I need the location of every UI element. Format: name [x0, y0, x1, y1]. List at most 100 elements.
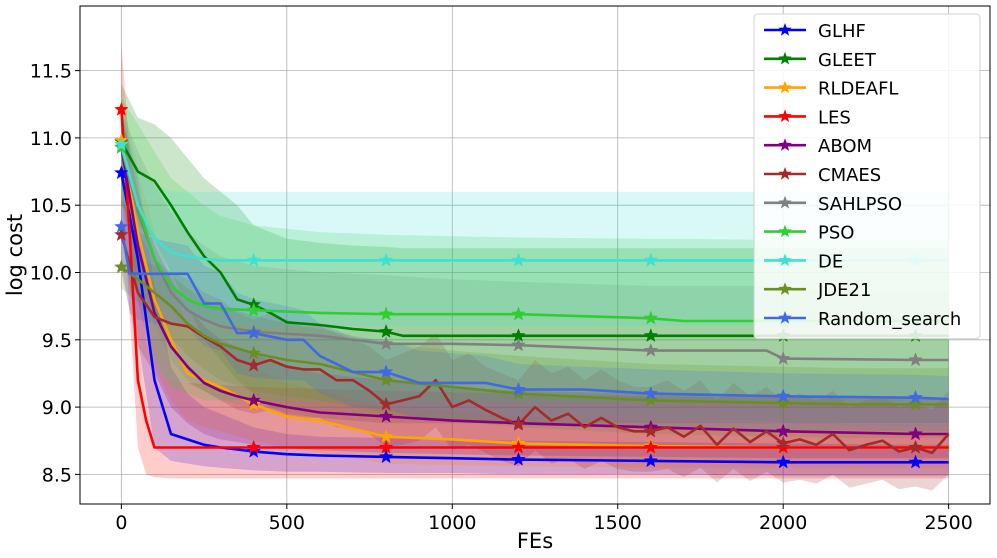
marker-glhf	[643, 453, 659, 468]
marker-abom	[775, 423, 791, 438]
y-axis-ticks: 8.5 9.0 9.5 10.0 10.5 11.0 11.5	[30, 61, 80, 486]
marker-cmaes	[246, 357, 262, 372]
y-tick-label: 9.5	[42, 330, 72, 352]
marker-gleet	[378, 323, 394, 338]
marker-glhf	[114, 165, 129, 180]
legend-label-abom: ABOM	[818, 136, 872, 157]
y-tick-label: 11.0	[30, 128, 72, 150]
band-abom	[121, 111, 949, 459]
marker-random-search	[511, 381, 526, 396]
y-tick-label: 8.5	[42, 464, 72, 486]
legend-marker-sahlpso	[778, 195, 792, 209]
marker-pso	[643, 310, 659, 325]
marker-les	[775, 439, 791, 454]
marker-de	[378, 252, 394, 267]
line-glhf	[120, 172, 949, 464]
legend-label-cmaes: CMAES	[818, 165, 881, 186]
x-tick-label: 0	[115, 512, 127, 534]
marker-cmaes	[114, 227, 129, 242]
legend-marker-random-search	[778, 311, 792, 324]
legend-box	[753, 13, 981, 340]
marker-random-search	[775, 388, 791, 403]
marker-jde21	[378, 372, 394, 387]
legend-marker-abom	[778, 138, 792, 151]
marker-glhf	[246, 443, 262, 458]
band-gleet	[121, 84, 949, 424]
legend-label-gleet: GLEET	[818, 50, 877, 71]
marker-random-search	[378, 364, 394, 379]
x-tick-label: 2000	[759, 512, 807, 534]
line-les	[120, 109, 949, 449]
band-jde21	[121, 245, 949, 438]
legend-marker-glhf	[778, 23, 792, 36]
marker-pso	[378, 306, 394, 321]
y-axis-label: log cost	[3, 214, 27, 296]
series-lines	[120, 109, 950, 464]
line-gleet	[120, 141, 949, 338]
band-rldeafl	[121, 97, 949, 468]
marker-sahlpso	[908, 352, 923, 367]
legend-label-jde21: JDE21	[817, 280, 871, 301]
marker-glhf	[908, 454, 923, 469]
marker-jde21	[114, 259, 129, 274]
marker-random-search	[246, 325, 262, 340]
line-abom	[120, 147, 949, 436]
marker-rldeafl	[378, 428, 394, 443]
marker-random-search	[643, 385, 659, 400]
x-tick-label: 1000	[428, 512, 476, 534]
marker-jde21	[246, 345, 262, 360]
legend-label-random-search: Random_search	[818, 309, 961, 330]
band-glhf	[121, 111, 949, 476]
marker-jde21	[775, 395, 791, 410]
marker-glhf	[511, 451, 526, 466]
line-pso	[120, 146, 949, 323]
band-les	[121, 43, 949, 479]
y-tick-label: 11.5	[30, 61, 72, 83]
legend-marker-de	[778, 253, 792, 267]
marker-jde21	[511, 385, 526, 400]
marker-les	[246, 439, 262, 454]
marker-abom	[378, 408, 394, 423]
marker-sahlpso	[643, 342, 659, 357]
marker-cmaes	[643, 423, 659, 438]
marker-sahlpso	[775, 350, 791, 365]
marker-jde21	[643, 392, 659, 407]
marker-les	[378, 439, 394, 454]
confidence-bands	[121, 43, 949, 491]
marker-les	[114, 101, 129, 116]
x-axis-label: FEs	[517, 529, 553, 553]
x-axis-ticks: 0 500 1000 1500 2000 2500	[115, 504, 973, 534]
marker-de	[246, 252, 262, 267]
band-random-search	[121, 191, 949, 432]
marker-cmaes	[775, 435, 791, 450]
legend-label-de: DE	[818, 251, 843, 272]
legend-label-glhf: GLHF	[818, 21, 866, 42]
marker-rldeafl	[246, 396, 262, 411]
marker-pso	[511, 306, 526, 321]
marker-de	[114, 136, 129, 151]
marker-random-search	[114, 218, 129, 233]
marker-cmaes	[511, 416, 526, 431]
x-tick-label: 2500	[924, 512, 972, 534]
legend-marker-gleet	[778, 51, 792, 65]
marker-sahlpso	[378, 336, 394, 351]
marker-glhf	[775, 454, 791, 469]
legend-label-les: LES	[818, 107, 851, 128]
band-de	[121, 97, 949, 327]
marker-les	[643, 439, 659, 454]
y-tick-label: 9.0	[42, 397, 72, 419]
band-cmaes	[121, 198, 949, 491]
marker-de	[511, 252, 526, 267]
line-random-search	[120, 226, 949, 401]
legend-marker-rldeafl	[778, 80, 792, 94]
legend-marker-pso	[778, 224, 792, 238]
legend: GLHF GLEET RLDEAFL LES ABOM CMAES SAHLPSO PSO DE…	[753, 13, 981, 340]
x-tick-label: 500	[269, 512, 305, 534]
x-tick-label: 1500	[594, 512, 642, 534]
legend-marker-jde21	[778, 282, 792, 295]
line-jde21	[120, 266, 949, 406]
legend-label-rldeafl: RLDEAFL	[818, 79, 898, 100]
legend-marker-cmaes	[778, 167, 792, 180]
marker-abom	[908, 426, 923, 441]
line-sahlpso	[120, 146, 949, 362]
